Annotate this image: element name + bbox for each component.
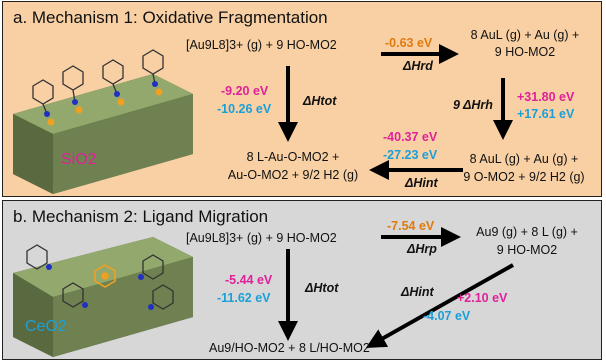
intermediate-b1-line1: Au9 (g) + 8 L (g) + <box>476 225 578 239</box>
dh-int-magenta: -40.37 eV <box>383 130 438 144</box>
ceo2-slab <box>13 237 193 357</box>
intermediate-a1-line1: 8 AuL (g) + Au (g) + <box>470 28 580 42</box>
support-label-ceo2: CeO2 <box>25 318 67 335</box>
intermediate-b1-line2: 9 HO-MO2 <box>496 243 558 257</box>
dh-rd-label: ΔHrd <box>403 59 433 73</box>
dh-tot-b-magenta: -5.44 eV <box>225 273 273 287</box>
nitrogen-atoms-b <box>46 264 154 310</box>
reactant-b: [Au9L8]3+ (g) + 9 HO-MO2 <box>186 231 337 245</box>
support-label-sio2: SiO2 <box>61 151 97 168</box>
dh-tot-magenta: -9.20 eV <box>221 84 269 98</box>
dh-rh-magenta: +31.80 eV <box>517 90 575 104</box>
panel-b-graphics <box>13 227 514 357</box>
dh-int-label: ΔHint <box>405 176 438 190</box>
dh-int-b-cyan: -4.07 eV <box>423 309 471 323</box>
dh-rp-label: ΔHrp <box>407 242 437 256</box>
product-a-line2: Au-O-MO2 + 9/2 H2 (g) <box>227 168 359 182</box>
migrated-ligands <box>26 244 174 310</box>
dh-tot-b-label: ΔHtot <box>305 281 339 295</box>
dh-tot-label: ΔHtot <box>303 94 337 108</box>
panel-a: a. Mechanism 1: Oxidative Fragmentation <box>2 1 602 197</box>
dh-rd-value: -0.63 eV <box>385 36 433 50</box>
nitrogen-atoms <box>44 81 158 117</box>
dh-int-b-magenta: +2.10 eV <box>457 291 508 305</box>
gold-cluster <box>94 264 116 288</box>
dh-tot-b-cyan: -11.62 eV <box>217 291 271 305</box>
dh-rh-cyan: +17.61 eV <box>517 107 575 121</box>
product-a-line1: 8 L-Au-O-MO2 + <box>246 150 340 164</box>
intermediate-a2-line2: 9 O-MO2 + 9/2 H2 (g) <box>463 170 585 184</box>
dh-int-b-label: ΔHint <box>401 285 434 299</box>
arrow-int-b <box>365 263 514 348</box>
panel-a-graphics <box>13 44 513 194</box>
reactant-a: [Au9L8]3+ (g) + 9 HO-MO2 <box>186 38 337 52</box>
panel-b-title: b. Mechanism 2: Ligand Migration <box>13 207 269 226</box>
intermediate-a2-line1: 8 AuL (g) + Au (g) + <box>469 152 579 166</box>
panel-b: b. Mechanism 2: Ligand Migration <box>2 200 602 360</box>
panel-a-title: a. Mechanism 1: Oxidative Fragmentation <box>13 8 328 27</box>
product-b: Au9/HO-MO2 + 8 L/HO-MO2 <box>209 341 370 355</box>
dh-rh-label: 9 ΔHrh <box>453 98 493 112</box>
dh-rp-value: -7.54 eV <box>387 219 435 233</box>
sio2-slab <box>13 74 193 194</box>
dh-tot-cyan: -10.26 eV <box>217 102 272 116</box>
dh-int-cyan: -27.23 eV <box>383 148 438 162</box>
intermediate-a1-line2: 9 HO-MO2 <box>494 45 556 59</box>
gold-atoms <box>47 88 163 126</box>
